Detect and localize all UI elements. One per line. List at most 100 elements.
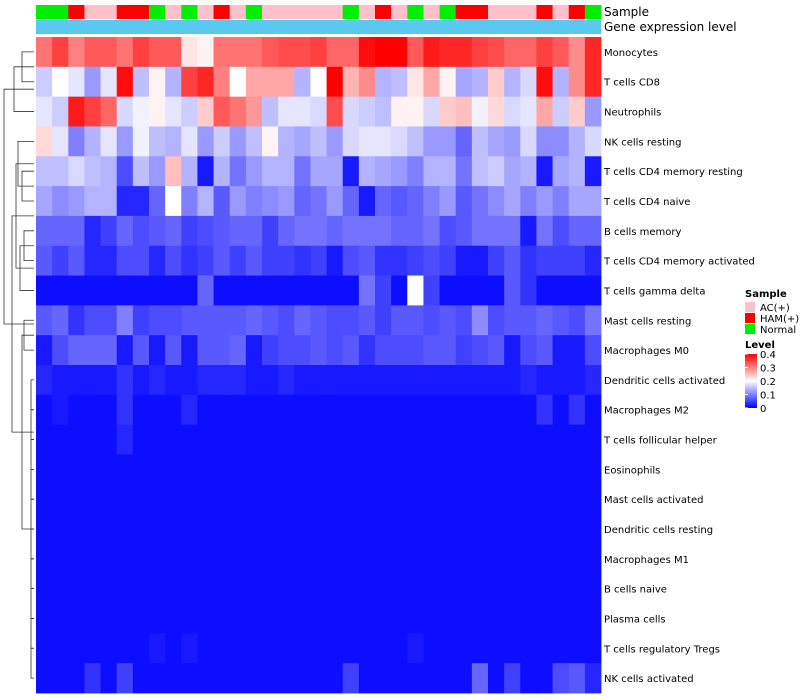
heatmap-cell [132,215,150,247]
heatmap-cell [262,663,279,694]
heatmap-cell [568,365,586,396]
heatmap-cell [391,126,408,157]
heatmap-cell [455,365,473,396]
heatmap-cell [149,335,166,366]
heatmap-cell [439,454,457,485]
heatmap-cell [488,603,505,634]
heatmap-cell [488,484,505,515]
heatmap-cell [536,156,553,187]
heatmap-cell [68,633,85,664]
sample-annotation-cell [132,5,150,19]
heatmap-cell [181,663,198,694]
heatmap-cell [520,156,537,187]
heatmap-cell [326,394,344,426]
heatmap-cell [197,335,214,366]
sample-annotation-cell [262,5,279,19]
heatmap-cell [584,186,602,217]
heatmap-cell [504,245,521,276]
heatmap-cell [262,37,279,68]
heatmap-cell [52,215,69,247]
heatmap-cell [294,424,311,455]
heatmap-cell [342,633,360,664]
heatmap-cell [326,156,344,187]
heatmap-cell [213,215,231,247]
heatmap-cell [568,603,586,634]
heatmap-cell [504,37,521,68]
heatmap-cell [407,484,424,515]
heatmap-cell [504,543,521,575]
heatmap-cell [132,603,150,634]
heatmap-cell [342,394,360,426]
heatmap-cell [213,186,231,217]
heatmap-cell [342,37,360,68]
heatmap-cell [116,126,134,157]
legend-swatch [745,302,755,312]
heatmap-cell [262,335,279,366]
heatmap-cell [36,394,53,426]
heatmap-cell [520,365,537,396]
heatmap-cell [423,335,440,366]
heatmap-cell [391,573,408,604]
heatmap-cell [375,126,392,157]
heatmap-cell [229,37,247,68]
heatmap-cell [375,156,392,187]
sample-annotation-cell [488,5,505,19]
heatmap-cell [407,126,424,157]
heatmap-cell [181,633,198,664]
heatmap-cell [36,305,53,336]
heatmap-cell [100,484,118,515]
row-label: Neutrophils [604,108,661,119]
heatmap-cell [197,215,214,247]
heatmap-cell [455,663,473,694]
heatmap-cell [455,633,473,664]
heatmap-cell [181,335,198,366]
heatmap-cell [132,454,150,485]
heatmap-cell [520,66,537,98]
heatmap-cell [52,454,69,485]
heatmap-cell [488,424,505,455]
heatmap-cell [455,66,473,98]
heatmap-cell [455,245,473,276]
heatmap-cell [407,215,424,247]
heatmap-cell [36,96,53,127]
heatmap-cell [116,365,134,396]
heatmap-cell [197,514,214,545]
heatmap-cell [439,126,457,157]
heatmap-cell [116,454,134,485]
heatmap-cell [358,514,376,545]
heatmap-cell [471,603,489,634]
heatmap-cell [181,275,198,306]
heatmap-cell [391,275,408,306]
heatmap-cell [213,424,231,455]
heatmap-cell [471,275,489,306]
heatmap-cell [584,663,602,694]
heatmap-cell [262,394,279,426]
heatmap-cell [584,454,602,485]
heatmap-cell [278,335,295,366]
heatmap-cell [423,633,440,664]
heatmap-cell [471,37,489,68]
heatmap-cell [488,275,505,306]
heatmap-cell [310,454,327,485]
legend-sample-title: Sample [745,289,787,300]
heatmap-cell [326,245,344,276]
heatmap-cell [455,215,473,247]
heatmap-cell [471,394,489,426]
heatmap-cell [342,543,360,575]
heatmap-cell [149,96,166,127]
heatmap-cell [245,394,263,426]
sample-annotation-cell [310,5,327,19]
heatmap-cell [36,573,53,604]
heatmap-cell [488,394,505,426]
heatmap-cell [84,37,101,68]
heatmap-cell [584,245,602,276]
heatmap-cell [100,186,118,217]
heatmap-cell [181,186,198,217]
heatmap-cell [326,365,344,396]
heatmap-cell [471,186,489,217]
heatmap-cell [358,484,376,515]
heatmap-cell [584,543,602,575]
heatmap-cell [326,186,344,217]
heatmap-cell [100,245,118,276]
heatmap-cell [326,573,344,604]
